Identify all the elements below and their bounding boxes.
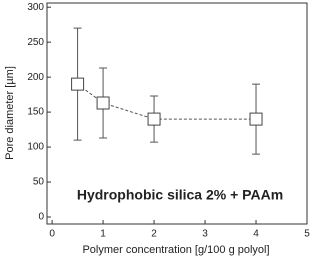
data-line: [77, 83, 257, 120]
marker: [96, 96, 110, 110]
x-axis-label: Polymer concentration [g/100 g polyol]: [82, 244, 269, 256]
x-tick-label: 5: [304, 229, 310, 240]
marker: [147, 112, 161, 126]
marker: [249, 112, 263, 126]
y-tick-label: 100: [27, 142, 44, 153]
x-tick-label: 3: [202, 229, 208, 240]
y-tick-label: 0: [38, 212, 44, 223]
chart: Hydrophobic silica 2% + PAAm Polymer con…: [4, 2, 310, 256]
y-axis-label: Pore diameter [µm]: [4, 66, 16, 160]
x-tick-label: 4: [253, 229, 259, 240]
y-tick-label: 300: [27, 2, 44, 13]
plot-frame: [46, 2, 308, 225]
y-tick-label: 250: [27, 37, 44, 48]
x-tick-label: 2: [151, 229, 157, 240]
x-tick-label: 1: [100, 229, 106, 240]
annotation: Hydrophobic silica 2% + PAAm: [77, 187, 283, 203]
x-tick-label: 0: [49, 229, 55, 240]
marker: [71, 77, 85, 91]
y-tick-label: 50: [33, 177, 45, 188]
y-tick-label: 150: [27, 107, 44, 118]
y-tick-label: 200: [27, 72, 44, 83]
